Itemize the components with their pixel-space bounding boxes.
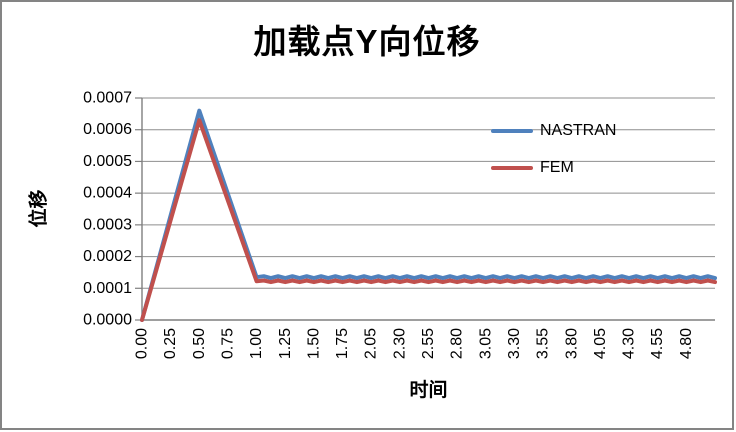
legend-line-swatch-fem	[491, 166, 533, 170]
x-tick-label: 4.80	[678, 328, 695, 359]
legend-label-nastran: NASTRAN	[540, 122, 617, 139]
legend-line-swatch-nastran	[491, 129, 533, 133]
x-tick-label: 1.25	[277, 328, 294, 359]
x-tick-label: 2.05	[363, 328, 380, 359]
x-tick-label: 1.00	[248, 328, 265, 359]
x-tick-label: 2.30	[391, 328, 408, 359]
y-tick-label: 0.0005	[83, 153, 132, 170]
x-tick-label: 3.30	[506, 328, 523, 359]
x-tick-label: 0.75	[219, 328, 236, 359]
x-axis-title: 时间	[409, 380, 448, 401]
y-tick-label: 0.0001	[83, 280, 132, 297]
y-axis-tick-labels: 0.0000 0.0001 0.0002 0.0003 0.0004 0.0005 0.00…	[83, 90, 132, 329]
series-lines	[140, 108, 717, 322]
y-tick-label: 0.0003	[83, 216, 132, 233]
x-tick-label: 0.00	[134, 328, 151, 359]
axes	[135, 97, 715, 321]
x-tick-label: 1.75	[334, 328, 351, 359]
x-tick-label: 3.80	[563, 328, 580, 359]
x-tick-label: 2.80	[449, 328, 466, 359]
x-tick-label: 3.05	[477, 328, 494, 359]
y-tick-label: 0.0000	[83, 312, 132, 329]
y-tick-label: 0.0007	[83, 90, 132, 107]
y-tick-label: 0.0006	[83, 121, 132, 138]
x-tick-label: 4.55	[649, 328, 666, 359]
legend-label-fem: FEM	[540, 159, 574, 176]
x-tick-label: 4.05	[592, 328, 609, 359]
y-tick-label: 0.0002	[83, 248, 132, 265]
x-tick-label: 0.50	[191, 328, 208, 359]
legend-item-fem: FEM	[491, 159, 616, 176]
x-tick-label: 2.55	[420, 328, 437, 359]
series-line-nastran	[140, 108, 717, 322]
legend: NASTRAN FEM	[491, 122, 617, 176]
y-tick-label: 0.0004	[83, 185, 132, 202]
x-tick-label: 1.50	[305, 328, 322, 359]
x-tick-label: 4.30	[621, 328, 638, 359]
legend-item-nastran: NASTRAN	[491, 122, 617, 139]
x-axis-tick-labels: 0.00 0.25 0.50 0.75 1.00 1.25 1.50 1.75 2.05 2.30…	[134, 328, 695, 359]
x-tick-label: 0.25	[162, 328, 179, 359]
series-line-fem	[140, 118, 717, 322]
x-tick-label: 3.55	[535, 328, 552, 359]
y-axis-title: 位移	[28, 189, 50, 228]
chart-title: 加载点Y向位移	[253, 23, 481, 60]
